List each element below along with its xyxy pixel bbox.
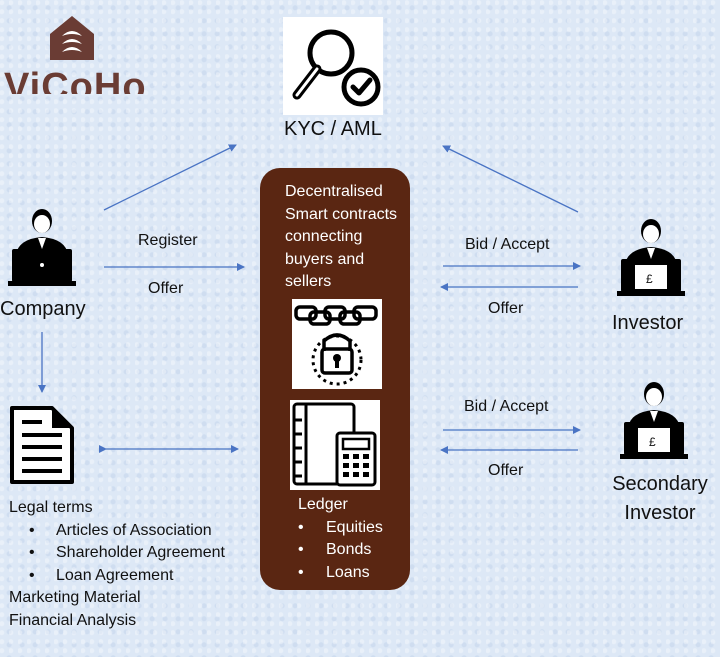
arrow-investor-to-kyc — [442, 145, 579, 213]
ledger-item: Equities — [298, 517, 383, 540]
bid-accept-investor-label: Bid / Accept — [465, 236, 550, 253]
person-laptop-icon — [620, 382, 688, 459]
ledger-item: Bonds — [298, 539, 383, 562]
secondary-investor-label-line: Secondary — [612, 473, 708, 495]
document-icon — [10, 406, 74, 484]
platform-description-line: sellers — [285, 273, 332, 290]
chain-lock-icon — [294, 305, 378, 386]
arrow-company-to-kyc — [103, 144, 237, 211]
financial-analysis-label: Financial Analysis — [9, 611, 137, 629]
legal-document — [10, 406, 74, 489]
platform-description-line: Smart contracts — [285, 205, 398, 223]
company-label: Company — [0, 298, 86, 320]
kyc-label: KYC / AML — [284, 118, 382, 140]
house-logo-icon — [50, 16, 94, 60]
secondary-investor-label: Secondary Investor — [607, 470, 713, 528]
person-laptop-icon — [8, 209, 76, 286]
ledger-title: Ledger — [298, 496, 348, 513]
investor-currency: £ — [646, 272, 653, 286]
legal-item: Articles of Association — [9, 520, 225, 543]
ledger-box — [290, 400, 380, 490]
secondary-investor-label-line: Investor — [624, 502, 696, 524]
person-laptop-icon — [617, 219, 685, 296]
ledger-block: Ledger Equities Bonds Loans — [298, 494, 383, 584]
logo-text: ViCoHo — [4, 66, 147, 94]
offer-company-label: Offer — [148, 280, 184, 297]
kyc-icon-box — [283, 17, 383, 115]
investor-figure — [617, 217, 685, 304]
ledger-item: Loans — [298, 562, 383, 585]
company-figure — [8, 207, 76, 294]
secondary-investor-figure — [620, 380, 688, 467]
platform-description-line: Decentralised — [285, 183, 383, 200]
offer-secondary-label: Offer — [488, 462, 524, 479]
platform-description-line: connecting — [285, 228, 363, 245]
register-label: Register — [138, 232, 198, 249]
magnifier-check-icon — [292, 29, 381, 107]
legal-terms-title: Legal terms — [9, 499, 93, 516]
legal-terms-list: Articles of Association Shareholder Agre… — [9, 520, 225, 588]
legal-terms-block: Legal terms Articles of Association Shar… — [9, 497, 225, 632]
investor-label: Investor — [612, 312, 684, 334]
platform-description-line: buyers and — [285, 250, 365, 268]
offer-investor-label: Offer — [488, 300, 524, 317]
bid-accept-secondary-label: Bid / Accept — [464, 398, 549, 415]
marketing-material-label: Marketing Material — [9, 589, 141, 606]
logo — [48, 14, 96, 67]
secondary-investor-currency: £ — [649, 435, 656, 449]
chain-lock-box — [292, 299, 382, 389]
legal-item: Loan Agreement — [9, 565, 225, 588]
ledger-calculator-icon — [292, 402, 377, 487]
legal-item: Shareholder Agreement — [9, 542, 225, 565]
ledger-list: Equities Bonds Loans — [298, 517, 383, 585]
platform-description: Decentralised Smart contracts connecting… — [285, 181, 397, 294]
